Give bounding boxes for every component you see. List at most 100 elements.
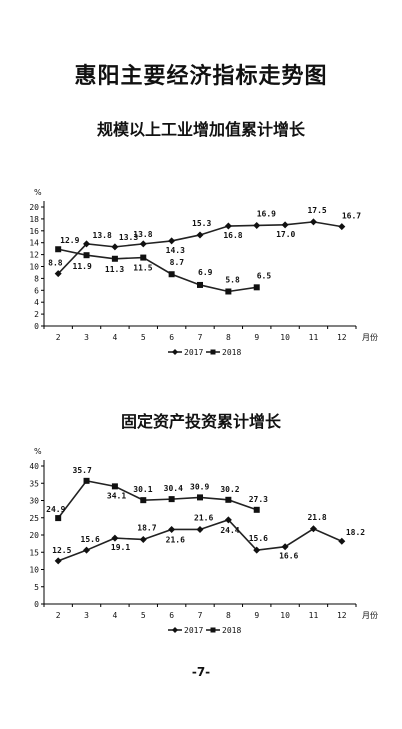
y-tick-label: 2 bbox=[34, 310, 39, 319]
data-label-2017: 15.6 bbox=[81, 535, 100, 544]
data-point-2017 bbox=[281, 221, 289, 229]
data-label-2018: 35.7 bbox=[73, 466, 92, 475]
data-point-2017 bbox=[168, 237, 176, 245]
data-label-2018: 8.7 bbox=[170, 258, 185, 267]
data-label-2017: 17.0 bbox=[276, 230, 295, 239]
data-label-2017: 14.3 bbox=[166, 246, 185, 255]
data-point-2017 bbox=[139, 535, 147, 543]
y-unit-label: % bbox=[34, 447, 42, 456]
data-point-2018 bbox=[111, 255, 118, 262]
data-point-2017 bbox=[196, 231, 204, 239]
data-label-2017: 18.7 bbox=[137, 523, 156, 532]
y-tick-label: 30 bbox=[29, 497, 39, 506]
data-point-2018 bbox=[168, 271, 175, 278]
legend-marker-2017 bbox=[172, 627, 178, 633]
data-point-2018 bbox=[140, 254, 147, 261]
x-tick-label: 12 bbox=[337, 333, 347, 342]
data-label-2017: 15.3 bbox=[192, 219, 211, 228]
x-tick-label: 7 bbox=[198, 611, 203, 620]
data-label-2018: 12.9 bbox=[60, 236, 79, 245]
y-tick-label: 8 bbox=[34, 274, 39, 283]
data-point-2018 bbox=[111, 483, 118, 490]
x-tick-label: 8 bbox=[226, 611, 231, 620]
x-tick-label: 9 bbox=[254, 611, 259, 620]
data-point-2017 bbox=[111, 243, 119, 251]
x-unit-label: 月份 bbox=[362, 610, 378, 620]
data-point-2017 bbox=[253, 546, 261, 554]
page-number: -7- bbox=[191, 665, 211, 679]
page-title: 惠阳主要经济指标走势图 bbox=[74, 63, 328, 89]
legend-label-2018: 2018 bbox=[222, 626, 241, 635]
x-tick-label: 5 bbox=[141, 611, 146, 620]
chart-title-industrial: 规模以上工业增加值累计增长 bbox=[96, 120, 305, 139]
y-tick-label: 18 bbox=[29, 215, 39, 224]
data-label-2018: 6.5 bbox=[257, 271, 272, 280]
series-line-2017 bbox=[57, 221, 342, 275]
data-label-2017: 13.8 bbox=[93, 231, 112, 240]
y-tick-label: 10 bbox=[29, 263, 39, 272]
y-tick-label: 40 bbox=[29, 462, 39, 471]
series-line-2017 bbox=[57, 518, 343, 562]
x-tick-label: 11 bbox=[309, 611, 319, 620]
data-point-2017 bbox=[54, 557, 62, 565]
x-tick-label: 10 bbox=[280, 333, 290, 342]
x-tick-label: 12 bbox=[337, 611, 347, 620]
data-label-2017: 13.8 bbox=[133, 230, 152, 239]
x-tick-label: 3 bbox=[84, 333, 89, 342]
legend-marker-2018 bbox=[210, 349, 216, 355]
y-tick-label: 12 bbox=[29, 251, 39, 260]
y-tick-label: 10 bbox=[29, 566, 39, 575]
data-point-2018 bbox=[168, 496, 175, 503]
data-label-2017: 12.5 bbox=[52, 546, 71, 555]
data-label-2017: 16.8 bbox=[223, 231, 242, 240]
y-tick-label: 0 bbox=[34, 322, 39, 331]
data-point-2017 bbox=[281, 543, 289, 551]
data-point-2018 bbox=[197, 281, 203, 288]
y-tick-label: 35 bbox=[29, 479, 39, 488]
data-point-2018 bbox=[55, 246, 62, 253]
y-tick-label: 15 bbox=[29, 548, 39, 557]
data-label-2017: 13.3 bbox=[119, 233, 138, 242]
chart-title-investment: 固定资产投资累计增长 bbox=[120, 412, 281, 431]
data-label-2017: 16.7 bbox=[342, 212, 361, 221]
data-point-2018 bbox=[225, 496, 232, 503]
series-line-2018 bbox=[57, 479, 257, 519]
x-tick-label: 2 bbox=[56, 611, 61, 620]
data-label-2018: 24.9 bbox=[46, 505, 65, 514]
data-label-2017: 19.1 bbox=[111, 543, 130, 552]
data-point-2017 bbox=[139, 240, 147, 248]
data-point-2017 bbox=[309, 218, 317, 226]
industrial-growth-chart: % 0 2 4 6 8 10 12 14 16 18 20 2 3 4 5 6 7 8 9 10 11 12 月份 8.8 13.… bbox=[29, 188, 378, 357]
legend-marker-2017 bbox=[172, 349, 178, 355]
data-label-2017: 16.6 bbox=[279, 552, 298, 561]
y-unit-label: % bbox=[34, 188, 42, 197]
y-tick-label: 20 bbox=[29, 203, 39, 212]
y-tick-label: 16 bbox=[29, 227, 39, 236]
data-point-2018 bbox=[140, 497, 147, 504]
data-point-2017 bbox=[338, 537, 346, 545]
data-label-2017: 24.4 bbox=[220, 526, 239, 535]
data-label-2018: 30.2 bbox=[220, 485, 239, 494]
y-tick-label: 25 bbox=[29, 514, 39, 523]
data-label-2017: 21.6 bbox=[166, 535, 185, 544]
data-point-2018 bbox=[197, 494, 203, 501]
legend-label-2018: 2018 bbox=[222, 348, 241, 357]
data-label-2018: 30.1 bbox=[133, 485, 152, 494]
data-label-2017: 17.5 bbox=[307, 206, 326, 215]
y-tick-label: 5 bbox=[34, 583, 39, 592]
data-label-2017: 8.8 bbox=[48, 259, 63, 268]
data-label-2018: 11.5 bbox=[133, 264, 152, 273]
y-tick-label: 20 bbox=[29, 531, 39, 540]
data-point-2017 bbox=[196, 525, 204, 533]
data-point-2017 bbox=[224, 222, 232, 230]
data-label-2018: 11.9 bbox=[73, 262, 92, 271]
data-label-2017: 15.6 bbox=[249, 534, 268, 543]
x-tick-label: 9 bbox=[254, 333, 259, 342]
x-tick-label: 8 bbox=[226, 333, 231, 342]
data-label-2017: 21.6 bbox=[194, 513, 213, 522]
x-tick-label: 4 bbox=[112, 611, 117, 620]
data-label-2018: 11.3 bbox=[105, 265, 124, 274]
data-label-2018: 30.4 bbox=[164, 484, 183, 493]
investment-growth-chart: % 0 5 10 15 20 25 30 35 40 2 3 4 5 6 7 8 9 10 11 12 月份 12.5 15.… bbox=[29, 447, 378, 635]
x-tick-label: 6 bbox=[169, 333, 174, 342]
